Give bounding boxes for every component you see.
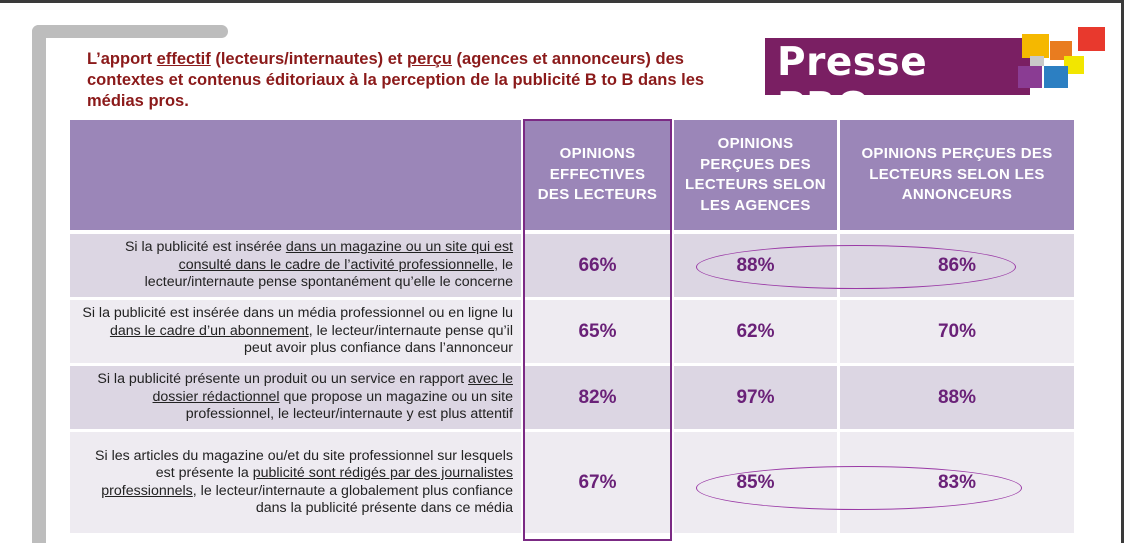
window-right-border (1121, 0, 1124, 543)
logo-square-yellow (1022, 34, 1049, 58)
value-agences: 97% (674, 366, 840, 432)
value-effective: 67% (524, 432, 674, 536)
value-annonceurs: 88% (840, 366, 1074, 432)
value-effective: 66% (524, 234, 674, 300)
row-statement: Si la publicité est insérée dans un maga… (70, 234, 524, 300)
value-agences: 62% (674, 300, 840, 366)
pressepro-logo: Presse PRO (765, 38, 1030, 130)
value-annonceurs: 70% (840, 300, 1074, 366)
highlight-oval-row1 (696, 245, 1016, 289)
decorative-bracket-top (32, 25, 228, 38)
effective-column-highlight (523, 119, 672, 541)
header-annonceurs: OPINIONS PERÇUES DES LECTEURS SELON LES … (840, 120, 1074, 234)
slide-title: L’apport effectif (lecteurs/internautes)… (87, 50, 705, 110)
logo-square-lightyellow (1064, 56, 1084, 74)
highlight-oval-row4 (696, 466, 1022, 510)
row-statement: Si les articles du magazine ou/et du sit… (70, 432, 524, 536)
decorative-bracket-left (32, 25, 46, 543)
row-statement: Si la publicité présente un produit ou u… (70, 366, 524, 432)
logo-square-orange2 (1050, 41, 1072, 60)
header-agences: OPINIONS PERÇUES DES LECTEURS SELON LES … (674, 120, 840, 234)
table-header-row: OPINIONS EFFECTIVES DES LECTEURS OPINION… (70, 120, 1074, 234)
header-empty (70, 120, 524, 234)
logo-square-blue (1044, 66, 1068, 88)
value-effective: 82% (524, 366, 674, 432)
logo-square-red (1078, 27, 1105, 51)
logo-square-purple (1018, 66, 1042, 88)
logo-square-gray (1030, 56, 1044, 66)
window-top-border (0, 0, 1124, 3)
table-row: Si la publicité est insérée dans un maga… (70, 234, 1074, 300)
table-row: Si la publicité est insérée dans un médi… (70, 300, 1074, 366)
table-row: Si la publicité présente un produit ou u… (70, 366, 1074, 432)
header-effectives: OPINIONS EFFECTIVES DES LECTEURS (524, 120, 674, 234)
logo-wordmark: Presse PRO (777, 40, 928, 130)
value-effective: 65% (524, 300, 674, 366)
row-statement: Si la publicité est insérée dans un médi… (70, 300, 524, 366)
